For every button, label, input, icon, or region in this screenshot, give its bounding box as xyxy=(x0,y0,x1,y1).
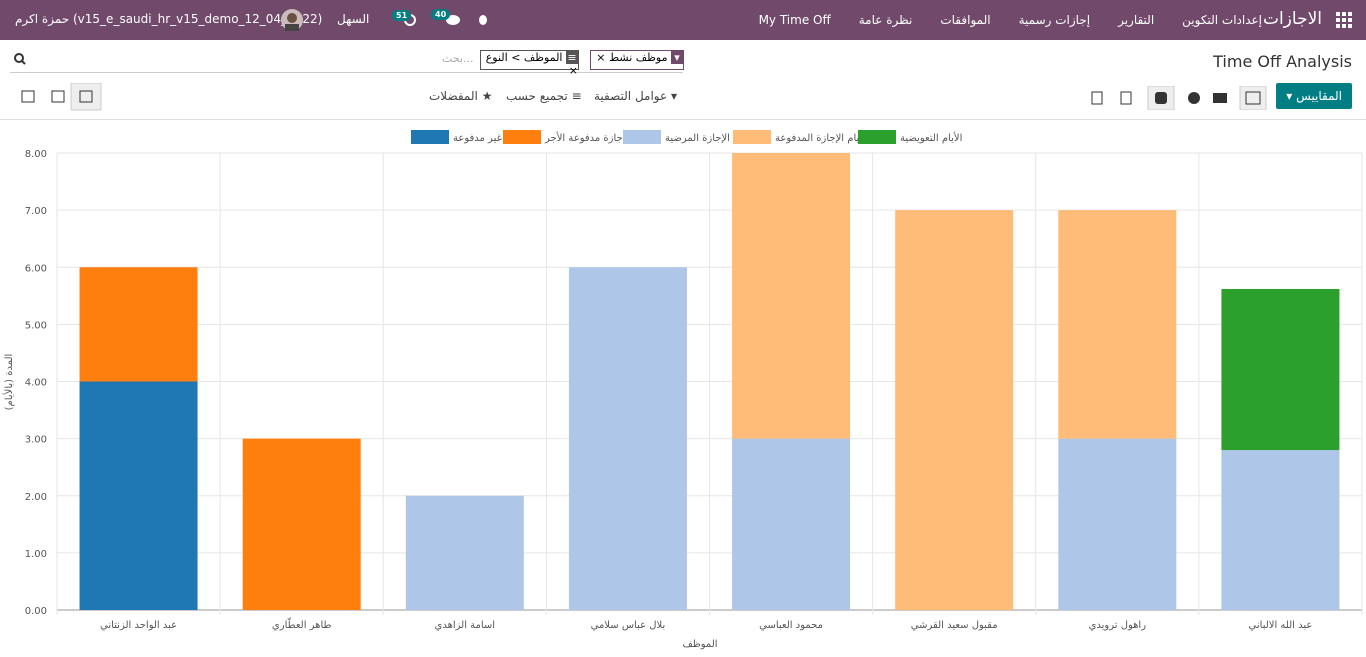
x-tick-label: راهول ترويدي xyxy=(1089,620,1147,631)
graph-view-button[interactable] xyxy=(70,83,102,111)
graph-toolbar xyxy=(1091,86,1267,110)
bar xyxy=(1221,450,1340,610)
sort-desc-button[interactable] xyxy=(1120,91,1132,105)
company[interactable]: السهل xyxy=(337,12,370,26)
search-icon[interactable] xyxy=(14,53,26,65)
legend-label: الأيام التعويضية xyxy=(900,131,962,144)
x-tick-label: طاهر العطّاري xyxy=(272,617,332,631)
bar-mode-button[interactable] xyxy=(1239,86,1267,110)
legend-swatch xyxy=(858,130,896,144)
bar xyxy=(1221,288,1340,451)
graph-view-icon xyxy=(79,90,93,103)
stack-icon xyxy=(1155,92,1167,104)
user-name[interactable]: حمزة اكرم (v15_e_saudi_hr_v15_demo_12_04… xyxy=(15,12,323,26)
y-axis-label: المدة (بالأيام) xyxy=(2,354,15,411)
legend-swatch xyxy=(411,130,449,144)
facet-label: الموظف > النوع xyxy=(485,51,563,64)
menu: My Time Off نظرة عامة الموافقات إجازات رسمي… xyxy=(759,0,1262,40)
y-tick-label: 8.00 xyxy=(25,149,47,160)
filters-button[interactable]: ▾ عوامل التصفية xyxy=(594,89,678,103)
debug-icon[interactable] xyxy=(477,13,489,26)
group-by-label: تجميع حسب xyxy=(506,89,568,103)
navbar: الاجازات My Time Off نظرة عامة الموافقات إج… xyxy=(0,0,1366,40)
search-placeholder[interactable]: بحث... xyxy=(442,52,474,65)
y-tick-label: 5.00 xyxy=(25,320,47,331)
apps-icon[interactable] xyxy=(1336,12,1352,28)
message-count: 40 xyxy=(431,9,451,20)
legend-swatch xyxy=(623,130,661,144)
y-tick-label: 4.00 xyxy=(25,378,47,389)
messages-icon[interactable] xyxy=(445,13,461,27)
activity-count: 51 xyxy=(392,10,412,21)
facet[interactable]: ▾ موظف نشط × xyxy=(590,50,684,70)
avatar[interactable] xyxy=(281,9,303,31)
x-tick-label: عبد الله الالباني xyxy=(1249,620,1313,631)
x-tick-label: محمود العباسي xyxy=(759,620,823,631)
favorites-label: المفضلات xyxy=(429,89,478,103)
legend-label: غير مدفوعة xyxy=(453,133,502,144)
menu-item[interactable]: إجازات رسمية xyxy=(1018,13,1091,27)
line-mode-button[interactable] xyxy=(1213,93,1227,103)
facet-label: موظف نشط xyxy=(608,51,668,64)
y-tick-label: 0.00 xyxy=(25,606,47,617)
bar xyxy=(242,438,361,610)
y-tick-label: 3.00 xyxy=(25,435,47,446)
sort-asc-button[interactable] xyxy=(1091,91,1103,105)
legend-swatch xyxy=(733,130,771,144)
pie-mode-button[interactable] xyxy=(1188,92,1200,104)
x-tick-label: عبد الواحد الزنتاني xyxy=(100,620,177,631)
control-panel: Time Off Analysis بحث... ≡ الموظف > النو… xyxy=(0,40,1366,120)
y-tick-label: 7.00 xyxy=(25,206,47,217)
facet[interactable]: ≡ الموظف > النوع × xyxy=(480,50,579,77)
legend-swatch xyxy=(503,130,541,144)
group-by-button[interactable]: ≡ تجميع حسب xyxy=(506,89,582,103)
bar-icon xyxy=(1245,91,1261,105)
bar xyxy=(405,495,524,610)
y-tick-label: 6.00 xyxy=(25,263,47,274)
menu-item[interactable]: نظرة عامة xyxy=(858,13,913,27)
filters-label: عوامل التصفية xyxy=(594,89,668,103)
chart: الموظف المدة (بالأيام) 0.00 1.00 2.00 3.00 4… xyxy=(2,130,1363,650)
favorites-button[interactable]: ★ المفضلات xyxy=(429,89,493,103)
measures-label: المقاييس xyxy=(1296,89,1342,103)
measures-button[interactable]: المقاييس ▾ xyxy=(1276,83,1352,109)
x-tick-label: بلال عباس سلامي xyxy=(591,620,666,631)
menu-item[interactable]: إعدادات التكوين xyxy=(1182,13,1262,27)
x-tick-label: مقبول سعيد القرشي xyxy=(911,620,998,631)
x-tick-label: اسامة الزاهدي xyxy=(435,620,496,631)
bar xyxy=(1058,210,1177,439)
view-switcher xyxy=(21,83,102,111)
x-axis-label: الموظف xyxy=(682,639,717,650)
legend-label: إجازة مدفوعة الأجر xyxy=(544,131,626,144)
stacked-button[interactable] xyxy=(1147,86,1175,110)
bar xyxy=(79,381,198,610)
y-tick-label: 1.00 xyxy=(25,549,47,560)
bar xyxy=(79,267,198,382)
legend-label: أيام الإجازة المدفوعة xyxy=(775,131,862,144)
search-bar[interactable]: بحث... ≡ الموظف > النوع × ▾ موظف نشط × xyxy=(10,48,684,77)
pivot-view-button[interactable] xyxy=(51,90,65,103)
bar xyxy=(732,438,851,610)
bar xyxy=(895,210,1014,610)
menu-item[interactable]: التقارير xyxy=(1118,13,1155,27)
bar xyxy=(568,267,687,610)
bar xyxy=(1058,438,1177,610)
view-title: Time Off Analysis xyxy=(1213,52,1352,71)
app-name[interactable]: الاجازات xyxy=(1262,9,1322,29)
legend-label: الإجازة المرضية xyxy=(665,133,730,144)
bar xyxy=(732,153,851,439)
calendar-view-button[interactable] xyxy=(21,90,35,103)
menu-item[interactable]: الموافقات xyxy=(940,13,991,27)
menu-item[interactable]: My Time Off xyxy=(758,13,831,27)
y-tick-label: 2.00 xyxy=(25,492,47,503)
